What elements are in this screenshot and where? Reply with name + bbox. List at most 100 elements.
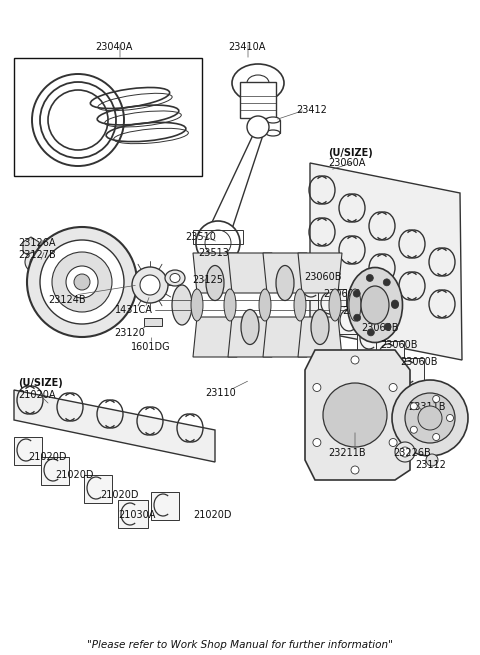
Text: 21020D: 21020D	[193, 510, 231, 520]
Text: 21020D: 21020D	[28, 452, 67, 462]
Ellipse shape	[241, 310, 259, 345]
Text: 23226B: 23226B	[393, 448, 431, 458]
Text: 23060A: 23060A	[328, 158, 365, 168]
Text: (U/SIZE): (U/SIZE)	[18, 378, 63, 388]
Text: 23110: 23110	[205, 388, 236, 398]
Circle shape	[351, 356, 359, 364]
Polygon shape	[228, 253, 272, 293]
Circle shape	[432, 434, 440, 441]
Text: 23311B: 23311B	[408, 402, 445, 412]
Circle shape	[313, 438, 321, 447]
Circle shape	[40, 240, 124, 324]
Ellipse shape	[224, 289, 236, 321]
Polygon shape	[228, 317, 272, 357]
Ellipse shape	[172, 285, 192, 325]
Text: 21030A: 21030A	[118, 510, 156, 520]
Ellipse shape	[329, 289, 341, 321]
Circle shape	[366, 274, 373, 282]
Circle shape	[400, 447, 410, 457]
Text: 23120: 23120	[114, 328, 145, 338]
Polygon shape	[298, 253, 342, 293]
Text: 23060B: 23060B	[361, 323, 398, 333]
Text: 23126A: 23126A	[18, 238, 56, 248]
Circle shape	[383, 279, 390, 286]
Bar	[357, 324, 385, 352]
Ellipse shape	[247, 75, 269, 91]
Circle shape	[389, 438, 397, 447]
Circle shape	[410, 403, 417, 410]
Bar	[144, 318, 162, 326]
Circle shape	[389, 383, 397, 392]
Text: 21020D: 21020D	[55, 470, 94, 480]
Circle shape	[247, 116, 269, 138]
Polygon shape	[240, 82, 276, 118]
Circle shape	[205, 230, 231, 256]
Circle shape	[418, 406, 442, 430]
Ellipse shape	[266, 117, 280, 123]
Circle shape	[313, 383, 321, 392]
Bar	[337, 306, 365, 334]
Bar	[118, 500, 148, 528]
Text: (U/SIZE): (U/SIZE)	[328, 148, 373, 158]
Text: 23112: 23112	[415, 460, 446, 470]
Ellipse shape	[361, 286, 389, 324]
Circle shape	[30, 257, 40, 267]
Ellipse shape	[170, 274, 180, 282]
Circle shape	[25, 252, 45, 272]
Ellipse shape	[348, 267, 403, 343]
Text: 23040A: 23040A	[95, 42, 132, 52]
Ellipse shape	[206, 265, 224, 301]
Ellipse shape	[165, 270, 185, 286]
Bar	[41, 457, 69, 485]
Ellipse shape	[259, 289, 271, 321]
Polygon shape	[23, 237, 39, 257]
Text: 23412: 23412	[296, 105, 327, 115]
Circle shape	[392, 380, 468, 456]
Text: 23060B: 23060B	[400, 357, 437, 367]
Polygon shape	[206, 135, 263, 235]
Polygon shape	[193, 317, 237, 357]
Ellipse shape	[294, 289, 306, 321]
Ellipse shape	[191, 289, 203, 321]
Circle shape	[392, 301, 398, 309]
Polygon shape	[298, 317, 342, 357]
Text: 23125: 23125	[192, 275, 223, 285]
Circle shape	[52, 252, 112, 312]
Text: 23060B: 23060B	[304, 272, 341, 282]
Text: 1601DG: 1601DG	[131, 342, 170, 352]
Polygon shape	[263, 317, 307, 357]
Text: 23060B: 23060B	[342, 306, 380, 316]
Text: 23410A: 23410A	[228, 42, 265, 52]
Circle shape	[353, 290, 360, 297]
Circle shape	[432, 396, 440, 402]
Bar	[151, 492, 179, 520]
Text: 1431CA: 1431CA	[115, 305, 153, 315]
Polygon shape	[14, 390, 215, 462]
Circle shape	[395, 442, 415, 462]
Bar	[299, 272, 327, 300]
Circle shape	[66, 266, 98, 298]
Bar	[84, 475, 112, 503]
Text: "Please refer to Work Shop Manual for further information": "Please refer to Work Shop Manual for fu…	[87, 640, 393, 650]
Bar	[193, 230, 243, 244]
Ellipse shape	[349, 289, 361, 321]
Text: 21020A: 21020A	[18, 390, 56, 400]
Text: 23510: 23510	[185, 232, 216, 242]
Bar	[376, 341, 404, 369]
Circle shape	[410, 426, 417, 433]
Bar	[396, 358, 424, 386]
Circle shape	[196, 221, 240, 265]
Circle shape	[354, 314, 360, 321]
Text: 23124B: 23124B	[48, 295, 85, 305]
Bar	[318, 289, 346, 317]
Circle shape	[132, 267, 168, 303]
Circle shape	[74, 274, 90, 290]
Polygon shape	[263, 253, 307, 293]
Ellipse shape	[266, 130, 280, 136]
Circle shape	[27, 227, 137, 337]
Text: 23060B: 23060B	[323, 289, 360, 299]
Text: 21020D: 21020D	[100, 490, 139, 500]
Text: 23513: 23513	[198, 248, 229, 258]
Bar	[14, 58, 202, 176]
Circle shape	[392, 300, 398, 307]
